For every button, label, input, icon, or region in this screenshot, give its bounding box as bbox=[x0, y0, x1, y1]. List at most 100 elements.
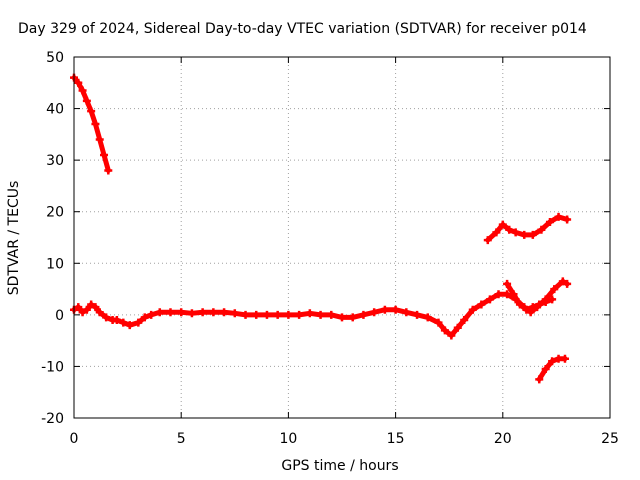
y-tick-label: 10 bbox=[46, 256, 64, 272]
data-point bbox=[91, 120, 100, 129]
chart-title: Day 329 of 2024, Sidereal Day-to-day VTE… bbox=[18, 21, 587, 37]
y-tick-label: 30 bbox=[46, 153, 64, 169]
y-tick-label: 20 bbox=[46, 205, 64, 221]
x-tick-label: 25 bbox=[601, 431, 619, 447]
data-point bbox=[119, 318, 128, 327]
data-point bbox=[413, 310, 422, 319]
data-point bbox=[359, 310, 368, 319]
data-point bbox=[284, 310, 293, 319]
x-tick-label: 0 bbox=[70, 431, 79, 447]
data-point bbox=[78, 308, 87, 317]
data-point bbox=[563, 215, 572, 224]
data-point bbox=[316, 310, 325, 319]
data-point bbox=[447, 331, 456, 340]
data-point bbox=[147, 310, 156, 319]
x-tick-label: 10 bbox=[279, 431, 297, 447]
data-point bbox=[100, 150, 109, 159]
data-point bbox=[252, 310, 261, 319]
data-point bbox=[87, 107, 96, 116]
data-point bbox=[380, 305, 389, 314]
data-point bbox=[468, 305, 477, 314]
data-point bbox=[550, 285, 559, 294]
data-point bbox=[515, 300, 524, 309]
data-point bbox=[440, 326, 449, 335]
y-tick-label: 40 bbox=[46, 102, 64, 118]
data-point bbox=[273, 310, 282, 319]
data-point bbox=[327, 310, 336, 319]
data-point bbox=[460, 316, 469, 325]
data-point bbox=[220, 308, 229, 317]
data-point bbox=[541, 365, 550, 374]
data-point bbox=[548, 357, 557, 366]
data-point bbox=[483, 236, 492, 245]
data-point bbox=[485, 295, 494, 304]
data-point bbox=[95, 135, 104, 144]
data-point bbox=[391, 305, 400, 314]
data-point bbox=[535, 375, 544, 384]
x-tick-label: 5 bbox=[177, 431, 186, 447]
data-point bbox=[535, 300, 544, 309]
data-point bbox=[509, 290, 518, 299]
series-trace-arc-2 bbox=[71, 278, 570, 338]
data-point bbox=[545, 218, 554, 227]
data-point bbox=[166, 308, 175, 317]
x-tick-labels: 0 5 10 15 20 25 bbox=[70, 431, 619, 447]
data-point bbox=[187, 309, 196, 318]
data-point bbox=[348, 313, 357, 322]
data-point bbox=[477, 300, 486, 309]
data-point bbox=[537, 225, 546, 234]
data-point bbox=[125, 321, 134, 330]
data-point bbox=[82, 96, 91, 105]
data-point bbox=[295, 310, 304, 319]
data-point bbox=[505, 225, 514, 234]
data-point bbox=[423, 313, 432, 322]
data-point bbox=[453, 323, 462, 332]
data-point bbox=[78, 86, 87, 95]
data-point bbox=[511, 228, 520, 237]
y-tick-label: 50 bbox=[46, 50, 64, 66]
y-tick-labels: -20 -10 0 10 20 30 40 50 bbox=[41, 50, 64, 427]
data-point bbox=[563, 279, 572, 288]
data-point bbox=[492, 228, 501, 237]
data-point bbox=[528, 303, 537, 312]
data-point bbox=[370, 308, 379, 317]
data-point bbox=[522, 305, 531, 314]
plot-frame bbox=[73, 56, 611, 419]
data-point bbox=[155, 308, 164, 317]
data-point bbox=[498, 220, 507, 229]
data-point bbox=[305, 309, 314, 318]
axis-ticks bbox=[73, 56, 611, 419]
x-tick-label: 15 bbox=[387, 431, 405, 447]
data-point bbox=[177, 308, 186, 317]
data-point bbox=[91, 303, 100, 312]
data-point bbox=[503, 279, 512, 288]
data-point bbox=[82, 305, 91, 314]
data-point bbox=[262, 310, 271, 319]
data-point bbox=[241, 310, 250, 319]
y-tick-label: -20 bbox=[41, 411, 64, 427]
data-point bbox=[209, 308, 218, 317]
data-point bbox=[528, 230, 537, 239]
data-point bbox=[558, 277, 567, 286]
data-point bbox=[140, 313, 149, 322]
data-point bbox=[104, 166, 113, 175]
x-axis-label: GPS time / hours bbox=[281, 458, 398, 474]
data-point bbox=[87, 300, 96, 309]
data-point bbox=[95, 308, 104, 317]
data-point bbox=[338, 313, 346, 322]
y-tick-label: 0 bbox=[55, 308, 64, 324]
data-point bbox=[112, 316, 121, 325]
data-point bbox=[541, 297, 550, 306]
data-points bbox=[70, 73, 572, 384]
data-point bbox=[402, 308, 411, 317]
data-point bbox=[560, 354, 569, 363]
x-tick-label: 20 bbox=[494, 431, 512, 447]
data-point bbox=[198, 308, 207, 317]
data-point bbox=[548, 295, 557, 304]
data-point bbox=[494, 290, 503, 299]
data-point bbox=[134, 318, 143, 327]
data-point bbox=[554, 212, 563, 221]
y-tick-label: -10 bbox=[41, 359, 64, 375]
data-point bbox=[434, 318, 443, 327]
